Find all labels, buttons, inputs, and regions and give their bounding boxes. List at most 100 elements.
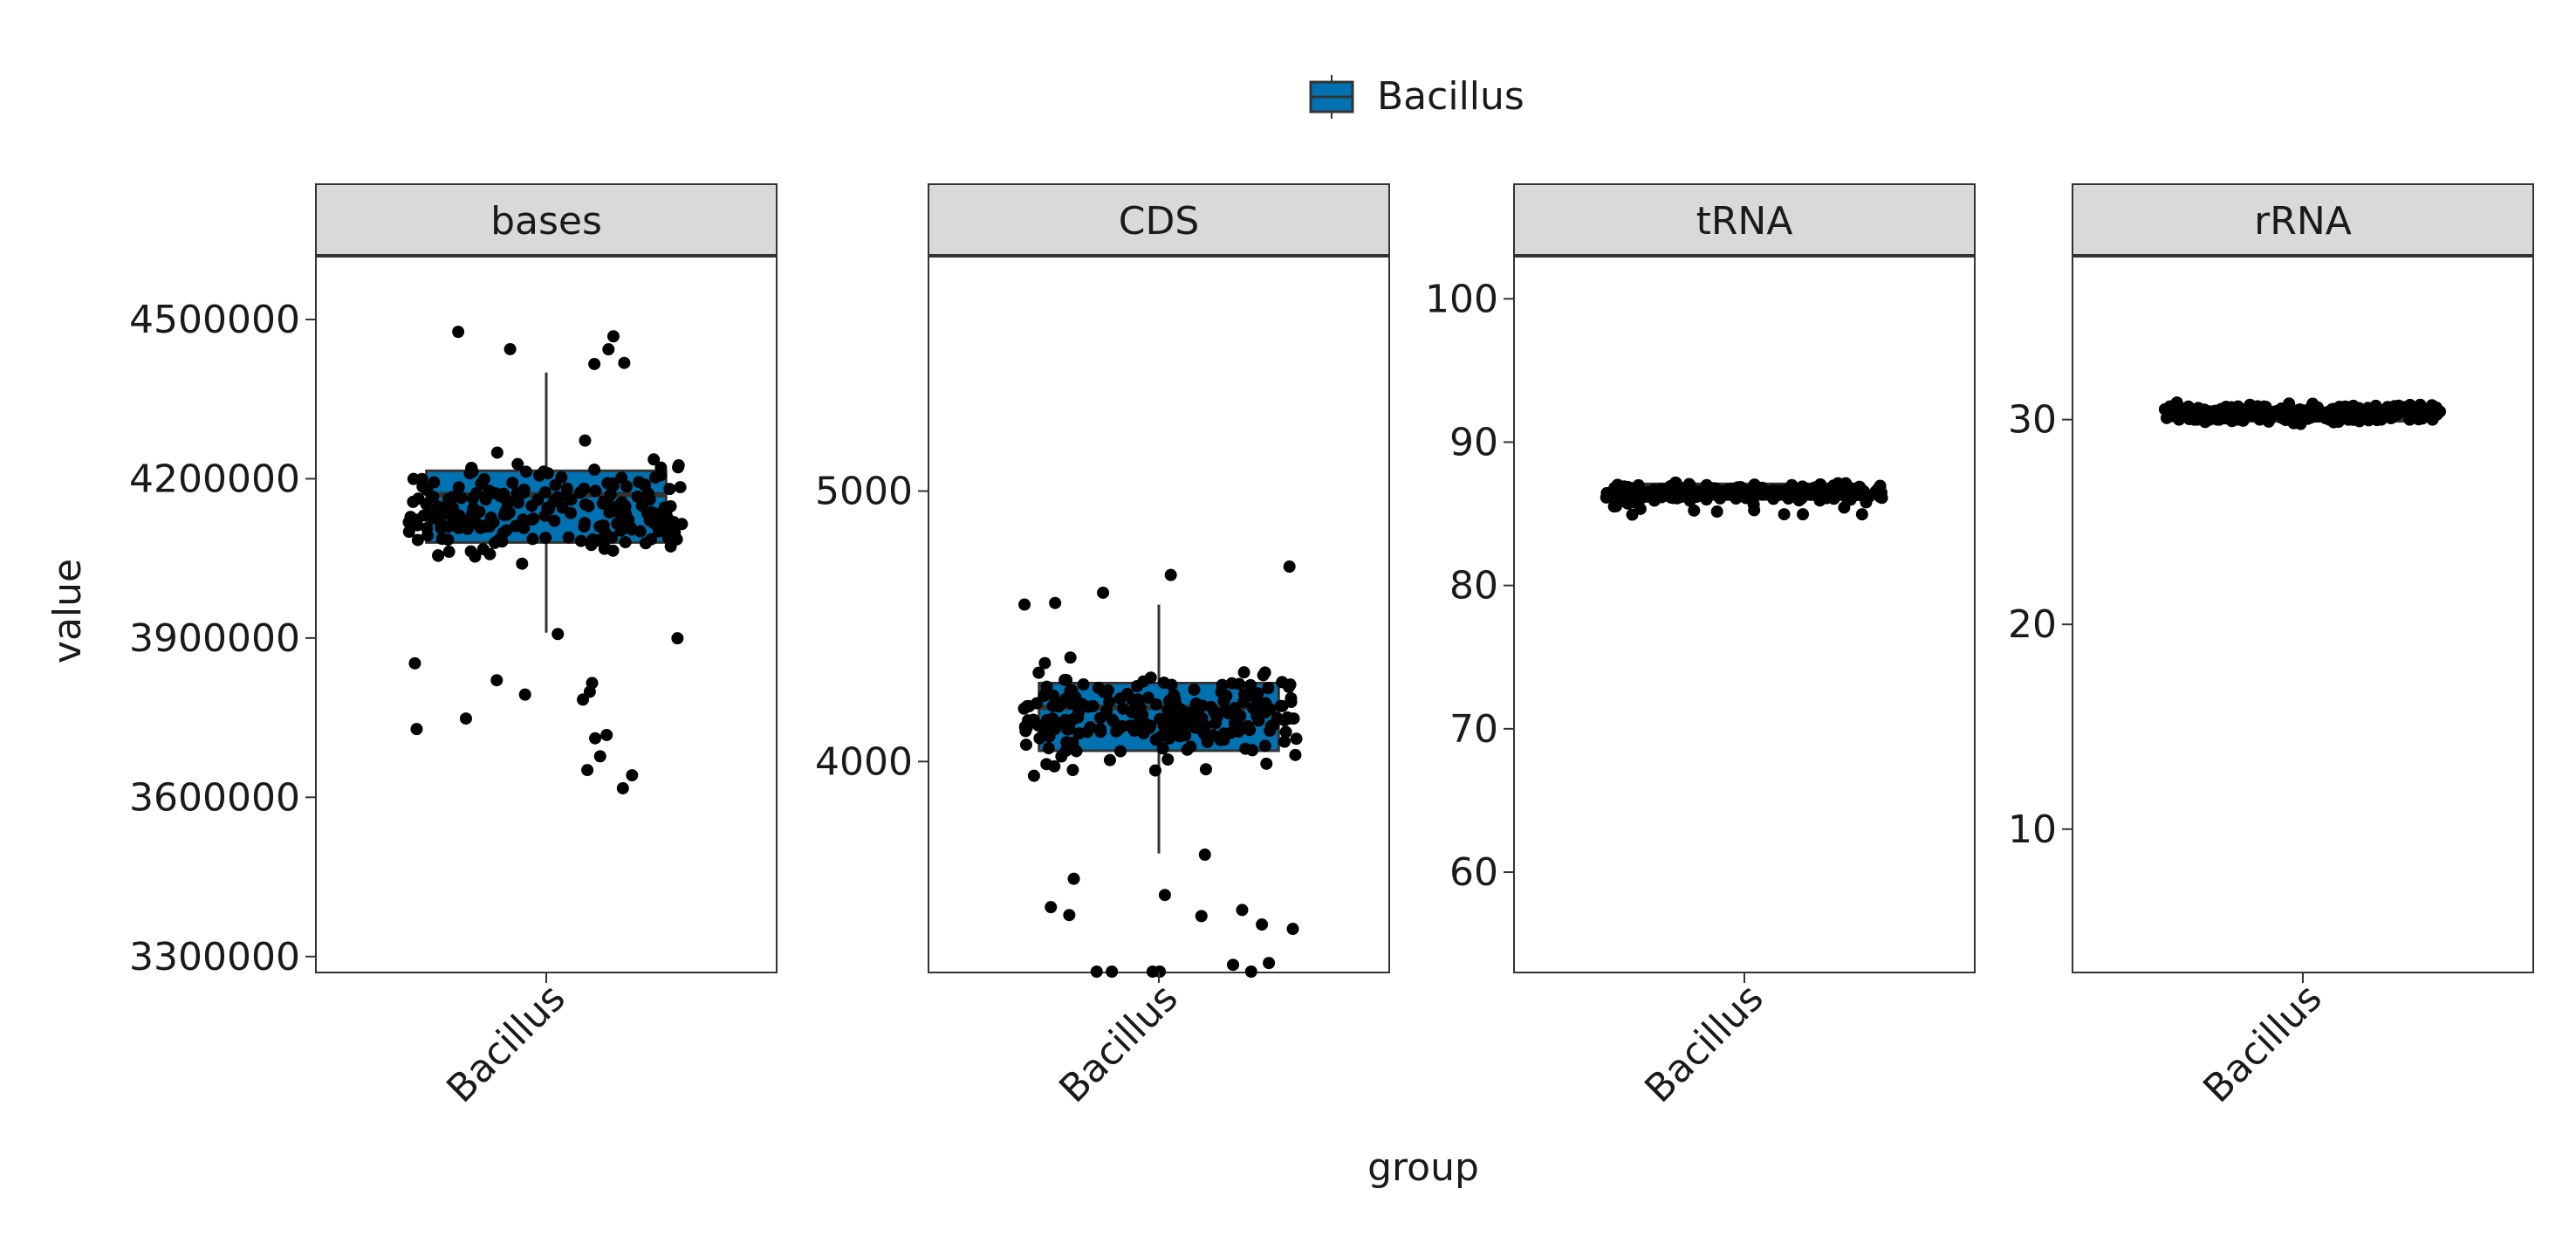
data-point <box>1664 480 1677 493</box>
panel-trna: tRNA 60 70 80 90 100 Bacillus <box>1425 183 1976 1111</box>
data-point <box>466 465 479 478</box>
y-ticks: 3300000 3600000 3900000 4200000 4500000 <box>129 298 316 979</box>
data-point <box>1748 504 1761 517</box>
data-point <box>1113 745 1127 758</box>
points <box>2158 396 2447 430</box>
y-tick-label: 80 <box>1449 564 1498 608</box>
data-point <box>1063 909 1076 922</box>
data-point <box>421 529 434 542</box>
data-point <box>549 478 562 491</box>
data-point <box>488 536 501 549</box>
data-point <box>1164 568 1177 581</box>
y-ticks: 10 20 30 <box>2008 398 2072 852</box>
data-point <box>616 781 629 794</box>
data-point <box>422 507 435 520</box>
data-point <box>1278 735 1291 748</box>
data-point <box>671 632 684 645</box>
data-point <box>1070 745 1083 758</box>
data-point <box>1184 740 1197 753</box>
data-point <box>2189 406 2203 419</box>
data-point <box>511 496 524 509</box>
y-tick-label: 4000 <box>815 739 913 784</box>
data-point <box>442 546 456 559</box>
data-point <box>2283 397 2296 410</box>
data-point <box>1103 695 1116 708</box>
strip-bg <box>928 183 1390 257</box>
data-point <box>1243 724 1257 737</box>
data-point <box>578 482 591 495</box>
data-point <box>1683 478 1696 491</box>
data-point <box>1176 723 1189 736</box>
data-point <box>1247 702 1260 715</box>
y-tick-label: 100 <box>1425 277 1498 321</box>
data-point <box>1086 699 1100 712</box>
data-point <box>556 501 569 514</box>
data-point <box>1224 726 1237 739</box>
data-point <box>1236 904 1249 917</box>
data-point <box>1049 596 1062 609</box>
x-tick: Bacillus <box>2195 972 2331 1111</box>
data-point <box>459 712 472 725</box>
data-point <box>1748 478 1761 491</box>
data-point <box>404 511 417 524</box>
panel-rrna: rRNA 10 20 30 Bacillus <box>2008 183 2534 1111</box>
data-point <box>1279 725 1292 739</box>
data-point <box>1256 918 1269 931</box>
data-point <box>1687 491 1700 504</box>
data-point <box>1168 689 1181 702</box>
y-axis-title: value <box>45 559 90 663</box>
data-point <box>2353 409 2367 422</box>
data-point <box>2342 413 2355 426</box>
data-point <box>435 522 448 535</box>
data-point <box>518 688 531 701</box>
data-point <box>442 493 455 506</box>
data-point <box>1198 849 1211 862</box>
data-point <box>1797 508 1810 521</box>
data-point <box>408 656 421 670</box>
data-point <box>1064 651 1077 664</box>
data-point <box>606 479 620 492</box>
data-point <box>1287 712 1300 725</box>
data-point <box>1032 666 1045 679</box>
data-point <box>1195 910 1208 923</box>
panel-bases: bases 3300000 3600000 3900000 4200000 450000… <box>129 183 778 1111</box>
data-point <box>490 674 504 687</box>
data-point <box>476 543 490 556</box>
data-point <box>1106 966 1119 979</box>
data-point <box>497 526 510 539</box>
data-point <box>1228 717 1241 730</box>
data-point <box>1244 678 1257 691</box>
y-tick-label: 3300000 <box>129 935 300 979</box>
data-point <box>1276 699 1289 712</box>
data-point <box>477 472 490 485</box>
data-point <box>1642 489 1655 502</box>
data-point <box>1188 683 1201 696</box>
data-point <box>483 520 496 533</box>
data-point <box>1045 721 1058 734</box>
data-point <box>548 514 561 527</box>
data-point <box>1216 678 1229 691</box>
data-point <box>1285 691 1298 704</box>
data-point <box>589 484 602 498</box>
data-point <box>1283 560 1296 574</box>
data-point <box>647 453 661 466</box>
data-point <box>519 465 532 478</box>
data-point <box>506 477 519 490</box>
data-point <box>593 750 606 763</box>
data-point <box>663 483 676 496</box>
data-point <box>1196 699 1209 712</box>
data-point <box>1045 901 1058 914</box>
data-point <box>1734 481 1747 494</box>
data-point <box>432 500 445 513</box>
data-point <box>622 513 635 526</box>
data-point <box>1201 735 1214 748</box>
data-point <box>1286 923 1299 936</box>
data-point <box>1717 484 1730 498</box>
data-point <box>1874 479 1887 492</box>
data-point <box>1149 733 1162 746</box>
data-point <box>588 464 601 477</box>
data-point <box>1161 753 1175 766</box>
data-point <box>2293 403 2306 416</box>
data-point <box>639 478 652 491</box>
